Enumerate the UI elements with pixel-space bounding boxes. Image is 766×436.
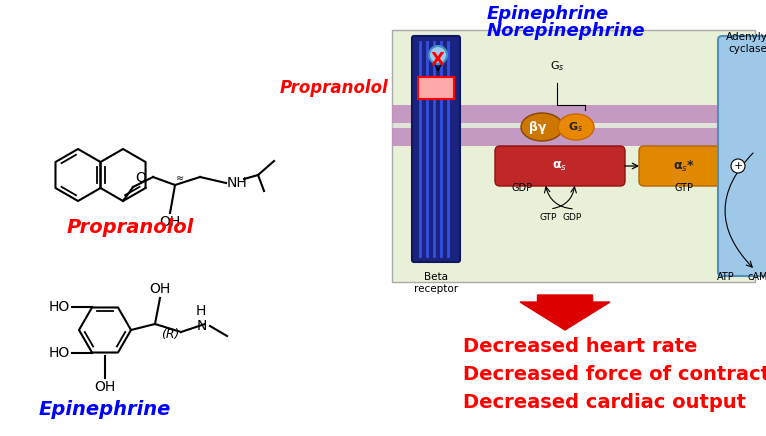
Text: βγ: βγ — [529, 120, 547, 133]
Text: Epinephrine: Epinephrine — [487, 5, 609, 23]
Text: H: H — [196, 304, 206, 318]
Text: Adenylyl
cyclase: Adenylyl cyclase — [725, 32, 766, 54]
Text: ATP: ATP — [717, 272, 735, 282]
Ellipse shape — [521, 113, 563, 141]
Text: Decreased heart rate: Decreased heart rate — [463, 337, 697, 356]
Text: G$_s$: G$_s$ — [568, 120, 584, 134]
Bar — [392, 105, 755, 123]
FancyArrow shape — [520, 295, 610, 330]
Circle shape — [429, 46, 447, 64]
Text: Propranolol: Propranolol — [67, 218, 194, 237]
Text: HO: HO — [49, 345, 70, 360]
Text: α$_s$*: α$_s$* — [673, 158, 695, 174]
Circle shape — [731, 159, 745, 173]
Text: N: N — [197, 319, 207, 333]
Text: Decreased force of contraction: Decreased force of contraction — [463, 365, 766, 384]
Text: α$_s$: α$_s$ — [552, 160, 568, 173]
Bar — [392, 128, 755, 146]
Text: O: O — [135, 171, 146, 185]
FancyBboxPatch shape — [718, 36, 766, 276]
Bar — [418, 77, 454, 99]
Text: GTP: GTP — [539, 213, 557, 222]
Text: cAMP: cAMP — [748, 272, 766, 282]
FancyBboxPatch shape — [639, 146, 729, 186]
Text: NH: NH — [227, 176, 247, 190]
Text: HO: HO — [49, 300, 70, 314]
FancyBboxPatch shape — [495, 146, 625, 186]
Text: Decreased cardiac output: Decreased cardiac output — [463, 393, 746, 412]
Text: OH: OH — [149, 282, 171, 296]
Bar — [392, 123, 755, 128]
Ellipse shape — [558, 114, 594, 140]
Text: X: X — [431, 51, 445, 69]
Text: Propranolol: Propranolol — [280, 79, 388, 97]
Text: G$_s$: G$_s$ — [550, 59, 565, 73]
Text: ≈: ≈ — [176, 173, 184, 183]
Bar — [392, 30, 755, 282]
Text: +: + — [733, 161, 743, 171]
Text: Norepinephrine: Norepinephrine — [487, 22, 646, 40]
Text: Beta
receptor: Beta receptor — [414, 272, 458, 293]
Text: GDP: GDP — [512, 183, 532, 193]
Text: GTP: GTP — [675, 183, 693, 193]
Text: OH: OH — [94, 380, 116, 394]
Text: GDP: GDP — [562, 213, 581, 222]
Text: OH: OH — [159, 215, 181, 229]
Text: (R): (R) — [161, 328, 179, 341]
FancyBboxPatch shape — [412, 36, 460, 262]
Text: Epinephrine: Epinephrine — [39, 400, 171, 419]
